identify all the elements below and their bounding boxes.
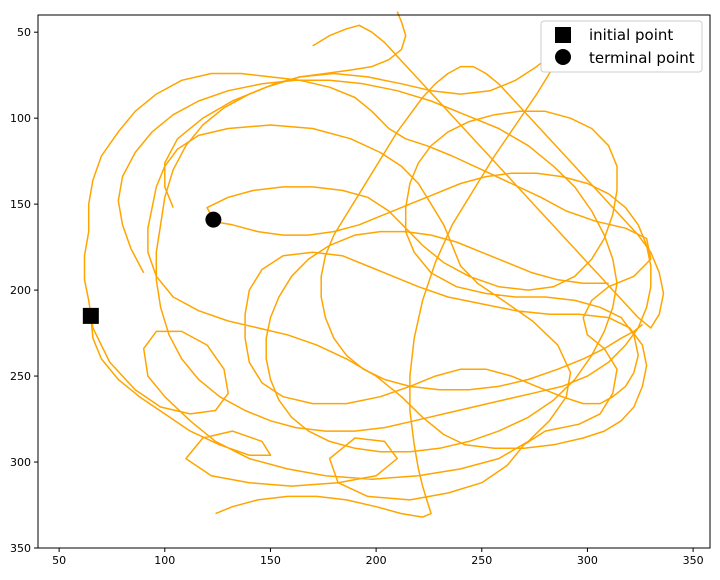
plot-frame (37, 14, 711, 549)
x-tick-label-350: 350 (683, 554, 704, 567)
trajectory-line-4 (117, 79, 618, 453)
trajectory-line-2 (312, 24, 665, 391)
legend-label-terminal-point: terminal point (589, 49, 695, 67)
y-tick-label-350: 350 (10, 542, 31, 555)
y-tick-label-50: 50 (17, 26, 31, 39)
x-tick-label-250: 250 (471, 554, 492, 567)
x-tick-label-300: 300 (577, 554, 598, 567)
legend-box (540, 20, 703, 73)
y-tick-label-100: 100 (10, 112, 31, 125)
y-axis: 50 100 150 200 250 300 350 (10, 26, 38, 555)
marker-layer (82, 211, 222, 324)
terminal-point-marker (205, 211, 222, 228)
legend-circle-marker (555, 49, 571, 65)
trajectory-line-0 (83, 72, 652, 501)
y-tick-label-150: 150 (10, 198, 31, 211)
plot-background (38, 15, 710, 548)
y-tick-label-200: 200 (10, 284, 31, 297)
x-tick-label-100: 100 (154, 554, 175, 567)
legend-square-marker (555, 27, 571, 43)
legend-label-initial-point: initial point (589, 26, 673, 44)
trajectory-line-3 (155, 11, 652, 432)
x-tick-label-150: 150 (260, 554, 281, 567)
legend: initial point terminal point (540, 20, 703, 73)
series-layer (83, 11, 665, 518)
y-tick-label-250: 250 (10, 370, 31, 383)
x-axis: 50 100 150 200 250 300 350 (52, 548, 704, 567)
y-tick-label-300: 300 (10, 456, 31, 469)
x-tick-label-50: 50 (52, 554, 66, 567)
initial-point-marker (82, 307, 99, 324)
x-tick-label-200: 200 (366, 554, 387, 567)
